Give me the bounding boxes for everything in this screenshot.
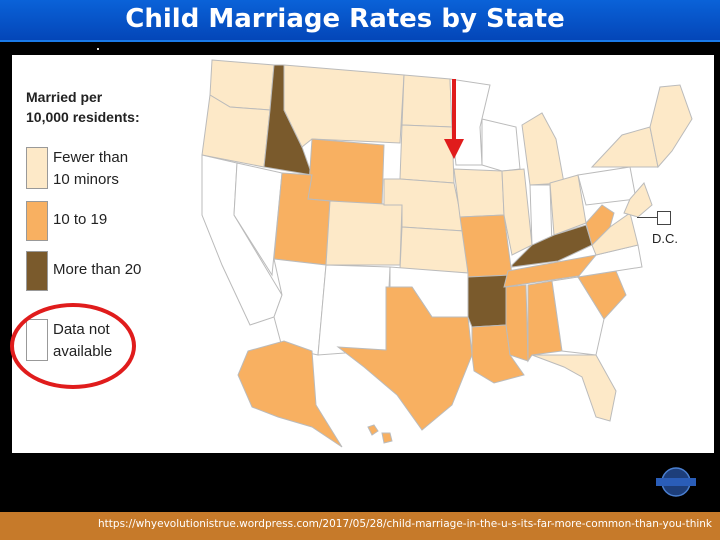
state-arizona	[273, 258, 327, 356]
state-indiana	[529, 184, 553, 246]
dc-label: D.C.	[652, 231, 678, 246]
state-pennsylvania	[577, 166, 637, 206]
dc-swatch	[657, 211, 671, 225]
state-hawaii-2	[381, 432, 393, 444]
state-colorado	[325, 200, 403, 266]
legend-title-line1: Married per	[26, 89, 103, 105]
state-wisconsin	[481, 118, 521, 172]
state-kansas	[399, 226, 469, 274]
legend-label-low-line2: 10 minors	[53, 171, 119, 188]
state-wyoming	[307, 138, 385, 206]
state-new-york	[590, 126, 659, 168]
slide-title: Child Marriage Rates by State	[125, 4, 565, 34]
us-states-map	[201, 59, 693, 448]
dc-leader-line	[637, 217, 657, 218]
state-illinois	[501, 168, 533, 256]
state-michigan	[521, 112, 565, 186]
legend-swatch-high	[26, 251, 48, 291]
red-arrow-head	[444, 139, 464, 159]
state-new-mexico	[317, 264, 391, 356]
state-alabama	[527, 280, 563, 363]
decorative-dot	[97, 48, 99, 50]
state-texas	[336, 286, 473, 431]
genocide-logo-icon	[656, 467, 696, 497]
footer-bar: https://whyevolutionistrue.wordpress.com…	[0, 512, 720, 540]
title-bar: Child Marriage Rates by State	[0, 0, 720, 42]
state-nevada	[233, 162, 283, 277]
legend-label-low-line1: Fewer than	[53, 149, 129, 166]
legend-title-line2: 10,000 residents:	[26, 109, 140, 125]
state-florida	[531, 354, 617, 422]
state-new-england	[649, 84, 693, 169]
map-panel: Married per 10,000 residents: Fewer than…	[10, 55, 714, 453]
legend-swatch-low	[26, 147, 48, 189]
state-hawaii	[367, 424, 379, 436]
state-mississippi	[505, 284, 529, 362]
source-url[interactable]: https://whyevolutionistrue.wordpress.com…	[98, 518, 712, 530]
state-alaska	[237, 340, 343, 448]
red-circle-annotation	[10, 303, 136, 389]
legend-label-high: More than 20	[53, 261, 142, 278]
state-north-dakota	[401, 74, 453, 128]
state-georgia	[551, 276, 605, 356]
state-mid-atlantic	[623, 182, 653, 218]
state-west-virginia	[585, 204, 615, 246]
state-south-dakota	[399, 124, 455, 184]
legend-swatch-mid	[26, 201, 48, 241]
state-iowa	[453, 168, 505, 218]
state-montana	[283, 64, 405, 148]
state-missouri	[459, 214, 513, 278]
legend-title: Married per 10,000 residents:	[26, 87, 140, 127]
legend-label-mid: 10 to 19	[53, 211, 108, 228]
